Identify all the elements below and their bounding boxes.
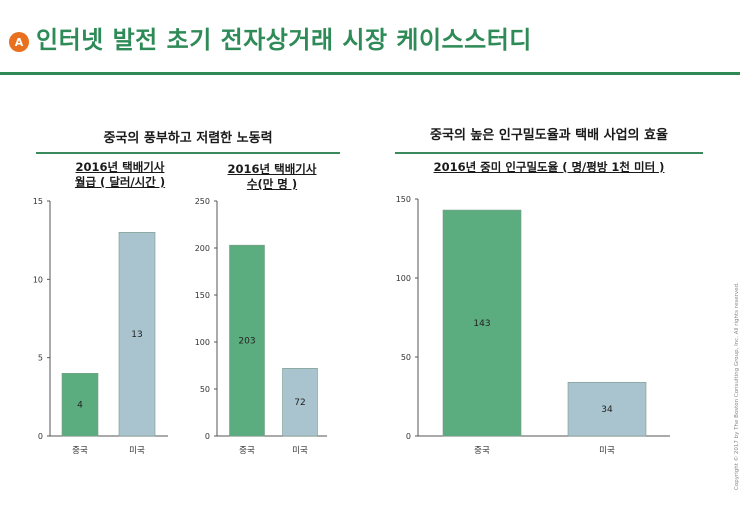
chart1-bar bbox=[61, 373, 99, 437]
chart3-data-label: 34 bbox=[601, 405, 613, 415]
chart1-y-tick-label: 15 bbox=[33, 197, 43, 206]
chart2-y-tick-label: 150 bbox=[195, 291, 210, 300]
right-section-title: 중국의 높은 인구밀도율과 택배 사업의 효율 bbox=[430, 128, 668, 143]
chart2-bar bbox=[229, 244, 265, 437]
right-section-divider bbox=[395, 152, 703, 154]
chart2-y-tick-label: 100 bbox=[195, 338, 210, 347]
chart2-title-line2: 수(만 명 ) bbox=[246, 177, 298, 191]
chart1-title-line2: 월급 ( 달러/시간 ) bbox=[74, 175, 166, 189]
chart3-title: 2016년 중미 인구밀도율 ( 명/평방 1천 미터 ) bbox=[395, 160, 703, 175]
chart2-y-tick-label: 0 bbox=[205, 432, 210, 441]
chart1-category-label: 미국 bbox=[129, 446, 145, 456]
chart1-data-label: 13 bbox=[131, 330, 142, 340]
chart2-category-label: 중국 bbox=[239, 446, 255, 456]
section-badge: A bbox=[9, 32, 29, 52]
chart1-y-tick-label: 5 bbox=[38, 354, 43, 363]
chart1-title: 2016년 택배기사 월급 ( 달러/시간 ) bbox=[50, 160, 190, 190]
left-section-divider bbox=[36, 152, 340, 154]
left-section-title: 중국의 풍부하고 저렴한 노동력 bbox=[103, 131, 273, 146]
chart3-y-tick-label: 0 bbox=[406, 432, 411, 441]
chart3-bar bbox=[442, 209, 522, 437]
chart3-title-line1: 2016년 중미 인구밀도율 ( 명/평방 1천 미터 ) bbox=[433, 160, 665, 174]
chart2-y-tick-label: 200 bbox=[195, 244, 210, 253]
chart3-y-tick-label: 50 bbox=[401, 353, 411, 362]
title-divider bbox=[0, 72, 740, 75]
chart2-y-tick-label: 50 bbox=[200, 385, 210, 394]
chart3-category-label: 미국 bbox=[599, 446, 615, 456]
chart3-y-tick-label: 150 bbox=[396, 195, 411, 204]
chart2-y-tick-label: 250 bbox=[195, 197, 210, 206]
chart3-bar bbox=[567, 381, 647, 437]
copyright-note: Copyright © 2017 by The Boston Consultin… bbox=[734, 282, 740, 490]
chart2-title: 2016년 택배기사 수(만 명 ) bbox=[208, 162, 336, 192]
chart2-category-label: 미국 bbox=[292, 446, 308, 456]
chart3-y-tick-label: 100 bbox=[396, 274, 411, 283]
chart2-bar bbox=[282, 368, 318, 437]
chart1-y-tick-label: 0 bbox=[38, 432, 43, 441]
chart1-category-label: 중국 bbox=[72, 446, 88, 456]
chart1-bar bbox=[118, 232, 156, 437]
chart1-y-tick-label: 10 bbox=[33, 275, 43, 284]
page-title: 인터넷 발전 초기 전자상거래 시장 케이스스터디 bbox=[36, 26, 532, 54]
chart3-category-label: 중국 bbox=[474, 446, 490, 456]
chart3-data-label: 143 bbox=[473, 319, 490, 329]
chart2-data-label: 203 bbox=[238, 337, 255, 347]
chart2-title-line1: 2016년 택배기사 bbox=[227, 162, 317, 176]
chart1-title-line1: 2016년 택배기사 bbox=[75, 160, 165, 174]
chart2-data-label: 72 bbox=[294, 398, 305, 408]
chart1-data-label: 4 bbox=[77, 401, 83, 411]
